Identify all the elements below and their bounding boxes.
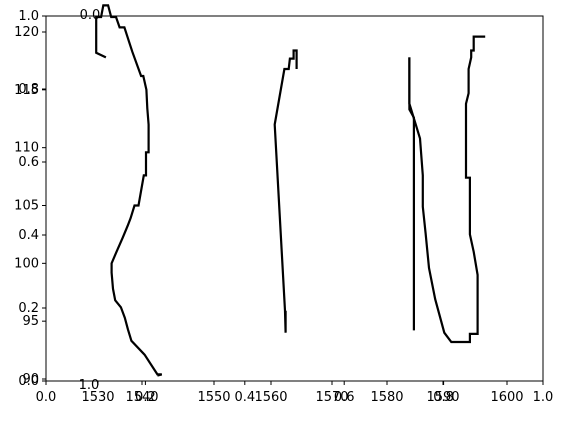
panel-2-x-tick-label: 1570 [315, 390, 348, 405]
overlay-y-tick-label: 1.0 [18, 9, 39, 24]
panel-3-x-tick-label: 1600 [490, 390, 523, 405]
panel-2-series-line [273, 49, 298, 333]
overlay-x-tick-label: 1.0 [79, 378, 100, 393]
panel-3-right-trace-line [408, 35, 486, 344]
overlay-y-tick-label: 0.2 [18, 301, 39, 316]
overlay-y-tick-label: 0.8 [18, 82, 39, 97]
overlay-x-tick-label: 0.6 [334, 390, 355, 405]
panel-1-series-line [95, 4, 163, 377]
overlay-x-tick-label: 0.2 [135, 390, 156, 405]
overlay-x-tick-label: 1.0 [533, 390, 554, 405]
overlay-x-tick-label: 0.0 [36, 390, 57, 405]
panel-2-x-tick-label: 1550 [197, 390, 230, 405]
plot-frame [45, 15, 544, 382]
panel-1-y-tick-label: 105 [14, 199, 39, 214]
panel-1-x-tick-label: 1540 [125, 390, 158, 405]
panel-2-x-tick-label: 1560 [254, 390, 287, 405]
overlay-y-tick-label: 0.0 [18, 374, 39, 389]
overlay-x-tick-label: 0.8 [433, 390, 454, 405]
panel-1-x-tick-label: 1530 [81, 390, 114, 405]
panel-1-y-tick-label: 115 [14, 83, 39, 98]
panel-1-y-tick-label: 100 [14, 256, 39, 271]
panel-1-y-tick-label: 95 [22, 314, 39, 329]
panel-3-x-tick-label: 1590 [426, 390, 459, 405]
panel-1-y-tick-label: 90 [22, 372, 39, 387]
panel-3-x-tick-label: 1580 [370, 390, 403, 405]
overlay-y-tick-label: 0.6 [18, 155, 39, 170]
panel-1-y-tick-label: 110 [14, 141, 39, 156]
overlay-x-tick-label: 0.4 [234, 390, 255, 405]
overlay-y-tick-label: 0.4 [18, 228, 39, 243]
panel-1-y-tick-label: 120 [14, 25, 39, 40]
